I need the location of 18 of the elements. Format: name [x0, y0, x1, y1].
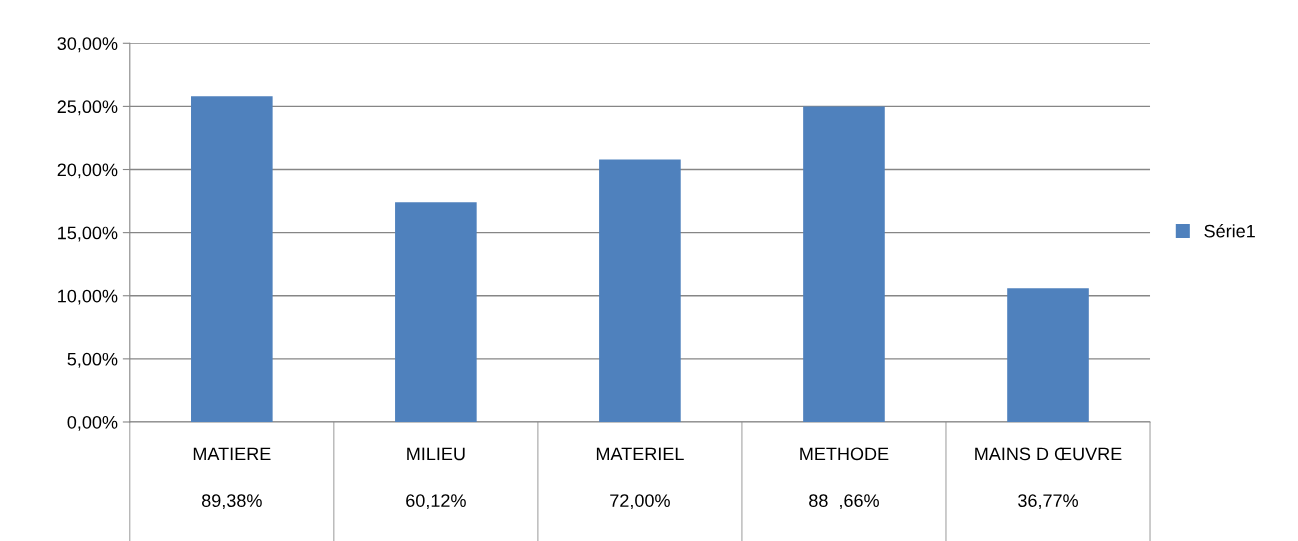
- bar: [1007, 288, 1089, 422]
- category-label: MILIEU 60,12%: [406, 447, 466, 510]
- bar: [191, 96, 273, 422]
- legend-label: Série1: [1204, 224, 1255, 238]
- y-tick-label: 30,00%: [57, 37, 118, 53]
- y-tick-label: 5,00%: [67, 352, 118, 368]
- bar: [803, 106, 885, 422]
- y-tick-label: 25,00%: [57, 100, 118, 116]
- y-tick-label: 10,00%: [58, 289, 118, 305]
- y-tick-label: 20,00%: [57, 163, 118, 179]
- bar: [395, 202, 477, 422]
- category-label: MATERIEL 72,00%: [596, 447, 684, 510]
- bar: [599, 159, 681, 422]
- y-tick-label: 15,00%: [58, 226, 118, 242]
- y-tick-label: 0,00%: [67, 415, 118, 431]
- category-label: MAINS D ŒUVRE 36,77%: [975, 447, 1122, 510]
- category-label: MATIERE 89,38%: [193, 447, 271, 510]
- category-label: METHODE 88 ,66%: [800, 447, 889, 510]
